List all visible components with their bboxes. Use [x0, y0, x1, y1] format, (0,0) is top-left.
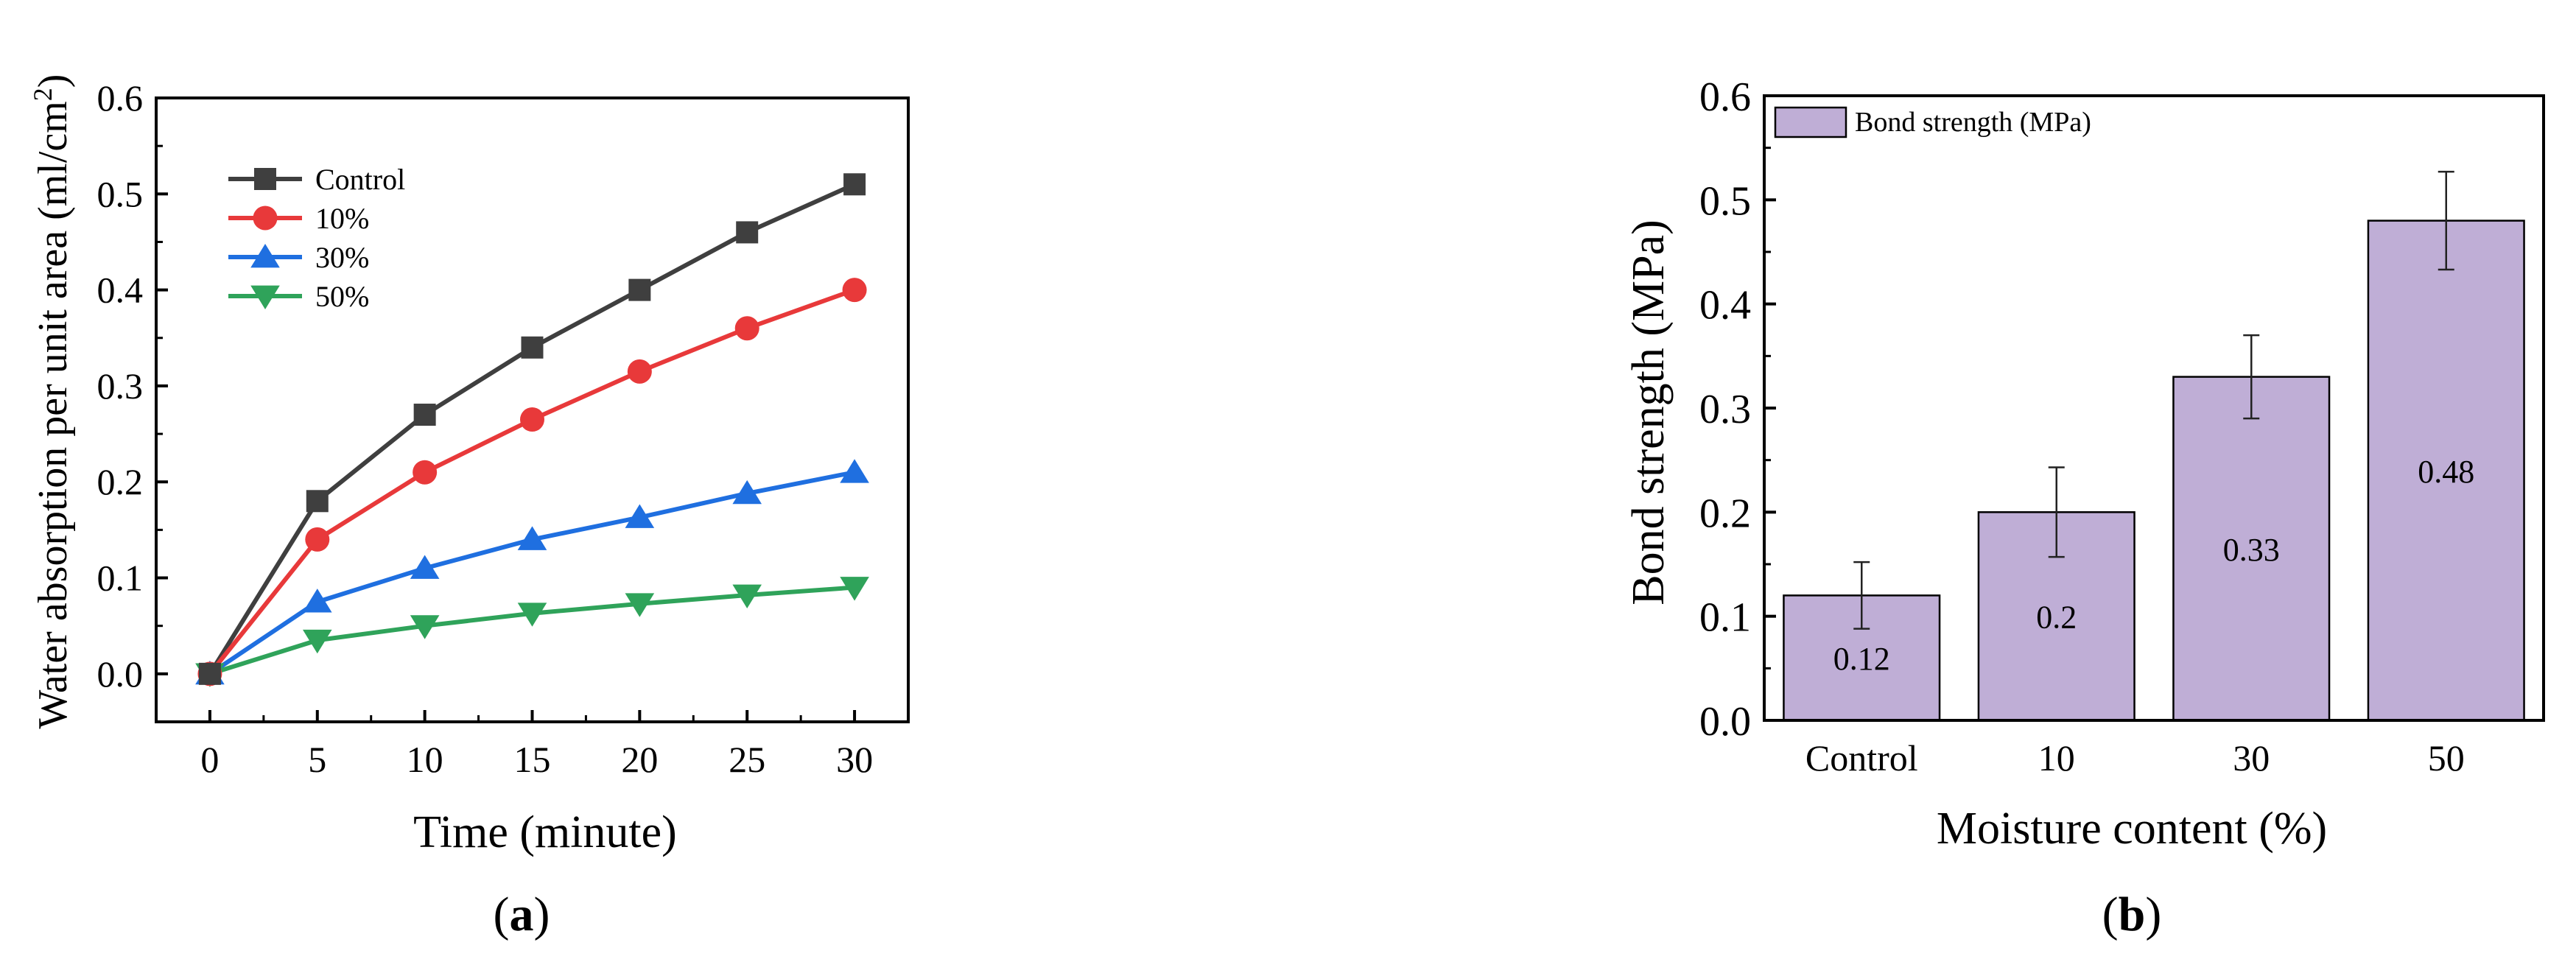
data-point-0: [843, 173, 866, 196]
data-point-2: [732, 480, 762, 505]
legend-marker-0: [254, 168, 276, 190]
data-label-2: 0.33: [2223, 532, 2280, 568]
chart-a: Control 10% 30% 50% 0.0 0.1 0.2 0.3 0.4 0.5 0.6 0 5…: [28, 74, 910, 941]
y-tick-label-a: 0.1: [97, 558, 144, 599]
data-point-1: [413, 460, 438, 485]
data-point-3: [410, 615, 440, 639]
y-tick-label-a: 0.4: [97, 270, 144, 311]
x-axis-label-b: Moisture content (%): [1937, 804, 2327, 854]
legend-b: Bond strength (MPa): [1774, 106, 2091, 138]
y-tick-label-b: 0.1: [1699, 595, 1751, 641]
x-tick-label-b: 10: [2038, 737, 2075, 779]
y-tick-label-a: 0.0: [97, 653, 144, 695]
data-point-0: [198, 662, 221, 685]
x-tick-label-a: 25: [729, 739, 765, 780]
y-tick-label-b: 0.6: [1699, 74, 1751, 120]
data-point-1: [734, 316, 759, 341]
y-tick-label-b: 0.2: [1699, 491, 1751, 536]
data-point-3: [625, 593, 655, 617]
legend-marker-1: [253, 206, 278, 231]
x-tick-label-b: 50: [2428, 737, 2465, 779]
bar-2: [2172, 376, 2331, 722]
data-point-2: [410, 555, 440, 579]
legend-label-1: 10%: [315, 202, 369, 235]
y-tick-label-b: 0.4: [1699, 283, 1751, 329]
y-tick-label-a: 0.5: [97, 173, 144, 214]
data-point-1: [305, 527, 330, 552]
x-axis-label-a: Time (minute): [413, 807, 677, 857]
data-point-1: [627, 359, 652, 384]
data-point-3: [302, 629, 332, 654]
data-label-3: 0.48: [2418, 454, 2474, 490]
panel-label-a: (a): [494, 888, 550, 941]
data-point-3: [840, 577, 869, 601]
data-point-2: [625, 504, 655, 528]
y-tick-label-a: 0.3: [97, 365, 144, 407]
data-point-3: [517, 603, 547, 627]
y-tick-label-b: 0.0: [1699, 699, 1751, 745]
y-axis-label-a: Water absorption per unit area (ml/cm2): [28, 74, 76, 729]
legend-a: Control 10% 30% 50%: [228, 163, 405, 313]
bar-3: [2367, 219, 2525, 722]
data-point-3: [732, 584, 762, 608]
chart-b: 0.12 0.2 0.33 0.48 Bond strength (MPa) Cont…: [1624, 74, 2545, 941]
x-tick-label-a: 20: [621, 739, 658, 780]
y-tick-label-b: 0.5: [1699, 178, 1751, 224]
legend-marker-3: [250, 285, 280, 309]
y-tick-label-a: 0.6: [97, 77, 144, 119]
data-point-1: [842, 278, 867, 303]
x-tick-label-a: 10: [407, 739, 443, 780]
legend-marker-2: [250, 244, 280, 268]
x-tick-label-a: 15: [514, 739, 551, 780]
legend-label-3: 50%: [315, 280, 369, 313]
data-point-0: [736, 221, 759, 244]
y-axis-label-b: Bond strength (MPa): [1624, 219, 1674, 605]
y-tick-label-b: 0.3: [1699, 387, 1751, 432]
data-point-2: [517, 526, 547, 550]
data-label-0: 0.12: [1833, 641, 1890, 677]
legend-label-b: Bond strength (MPa): [1855, 107, 2091, 138]
data-label-1: 0.2: [2036, 600, 2077, 636]
x-tick-label-a: 5: [308, 739, 326, 780]
legend-label-2: 30%: [315, 241, 369, 274]
x-tick-label-a: 30: [836, 739, 873, 780]
data-point-0: [306, 490, 329, 513]
panel-label-b: (b): [2102, 888, 2162, 941]
x-tick-label-b: 30: [2233, 737, 2270, 779]
data-point-2: [302, 589, 332, 613]
data-point-0: [521, 336, 544, 359]
x-tick-label-b: Control: [1805, 737, 1918, 779]
x-tick-label-a: 0: [200, 739, 219, 780]
data-point-2: [840, 459, 869, 483]
data-point-0: [628, 278, 651, 301]
y-tick-label-a: 0.2: [97, 461, 144, 502]
data-point-1: [520, 407, 544, 432]
legend-swatch-b: [1774, 106, 1847, 138]
data-point-0: [413, 404, 436, 426]
legend-label-0: Control: [315, 163, 405, 196]
